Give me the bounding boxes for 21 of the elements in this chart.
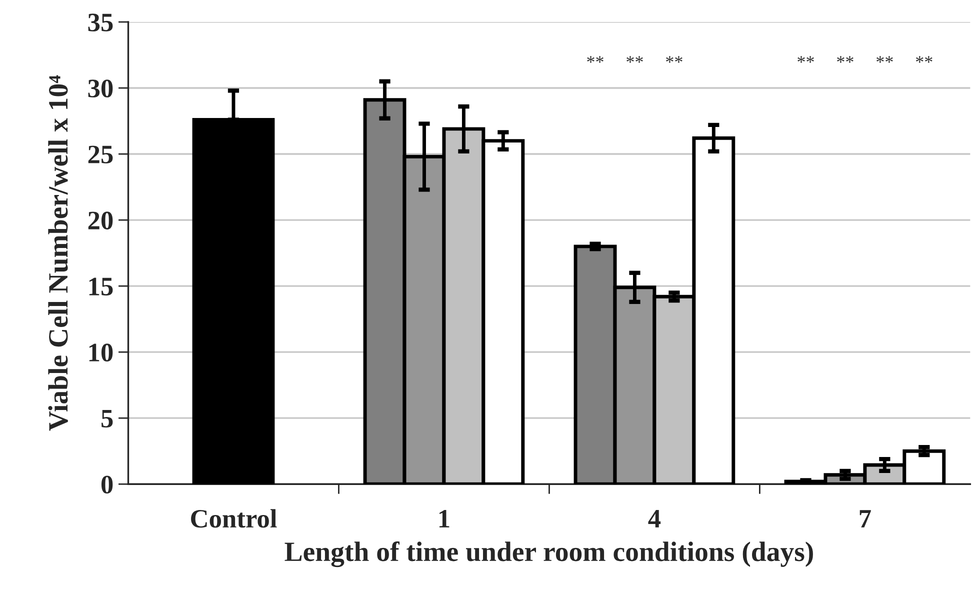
y-tick-label: 10 — [89, 344, 113, 362]
annotation: ** — [876, 56, 893, 63]
y-tick-label: 25 — [88, 146, 113, 164]
annotation: ** — [798, 56, 814, 63]
y-axis-title: Viable Cell Number/well x 10⁴ — [48, 75, 68, 431]
x-tick-label: 7 — [860, 510, 871, 528]
x-axis-title: Length of time under room conditions (days) — [284, 541, 813, 568]
annotation: ** — [837, 56, 854, 63]
x-tick-label: Control — [191, 509, 277, 528]
y-tick-label: 30 — [88, 80, 113, 98]
annotation: ** — [587, 56, 604, 63]
y-tick-label: 0 — [101, 476, 113, 494]
y-tick-label: 20 — [88, 212, 113, 230]
x-tick-label: 4 — [648, 510, 661, 528]
y-tick-label: 15 — [89, 278, 113, 296]
x-tick-label: 1 — [439, 510, 450, 528]
annotation: ** — [916, 56, 932, 63]
y-tick-label: 5 — [102, 410, 113, 428]
annotation: ** — [626, 56, 643, 63]
annotation: ** — [666, 56, 682, 63]
y-tick-label: 35 — [88, 14, 113, 32]
